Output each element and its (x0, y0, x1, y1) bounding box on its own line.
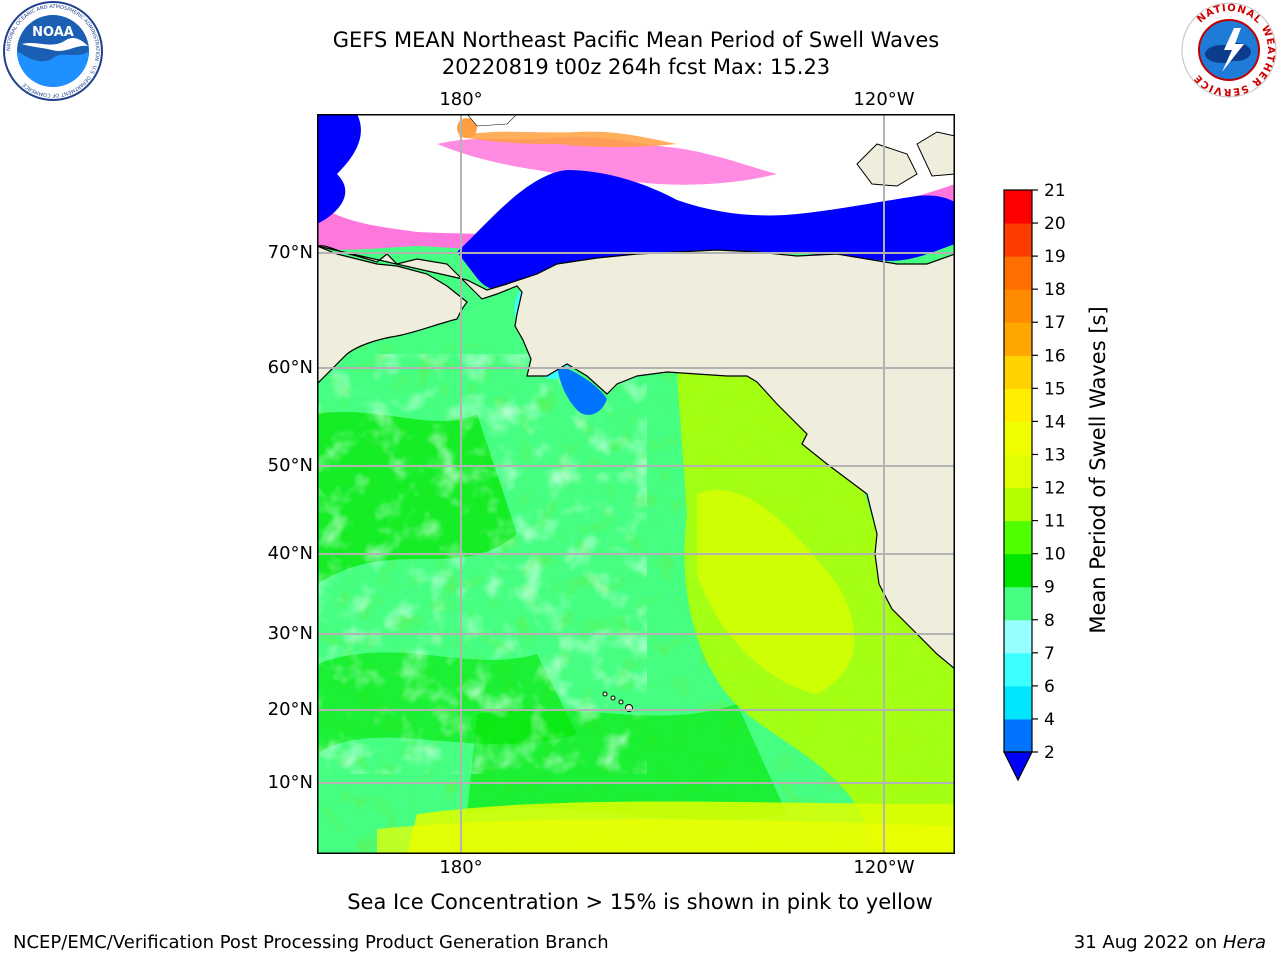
colorbar-tick-label: 19 (1044, 247, 1066, 267)
colorbar-label: Mean Period of Swell Waves [s] (1086, 306, 1110, 634)
colorbar-tick-label: 13 (1044, 445, 1066, 465)
colorbar-tick-label: 15 (1044, 379, 1066, 399)
colorbar-segment (1004, 256, 1032, 290)
colorbar-tick-label: 9 (1044, 578, 1055, 598)
colorbar-tick-label: 8 (1044, 611, 1055, 631)
colorbar-segment (1004, 553, 1032, 588)
lat-label-50n: 50°N (267, 455, 313, 476)
period-under-2-arctic (457, 170, 955, 290)
colorbar-segment (1004, 586, 1032, 621)
colorbar-segment (1004, 223, 1032, 257)
colorbar-tick-label: 14 (1044, 412, 1066, 432)
colorbar: 2 4 6 7 8 9 10 11 12 13 14 15 16 17 18 19 20 21 (1003, 181, 1066, 782)
lat-label-10n: 10°N (267, 772, 313, 793)
sea-ice-footnote: Sea Ice Concentration > 15% is shown in … (347, 890, 933, 914)
plot-title: GEFS MEAN Northeast Pacific Mean Period … (332, 28, 940, 52)
colorbar-tick-label: 16 (1044, 346, 1066, 366)
graticule (317, 114, 955, 854)
colorbar-segment (1004, 355, 1032, 389)
colorbar-tick-label: 4 (1044, 710, 1055, 730)
colorbar-tick-label: 18 (1044, 280, 1066, 300)
colorbar-segment (1004, 388, 1032, 422)
lon-label-top-120w: 120°W (853, 89, 915, 110)
colorbar-segment (1004, 652, 1032, 687)
colorbar-tick-label: 11 (1044, 512, 1066, 532)
lat-label-20n: 20°N (267, 699, 313, 720)
colorbar-segment (1004, 619, 1032, 654)
lat-label-70n: 70°N (267, 242, 313, 263)
colorbar-frame (1003, 189, 1033, 753)
lat-label-40n: 40°N (267, 543, 313, 564)
colorbar-tick-label: 10 (1044, 545, 1066, 565)
lat-label-60n: 60°N (267, 357, 313, 378)
colorbar-segment (1004, 685, 1032, 720)
colorbar-tick-label: 20 (1044, 214, 1066, 234)
colorbar-segment (1004, 421, 1032, 455)
period-8-9-patches (317, 354, 647, 774)
nws-logo: NATIONAL WEATHER SERVICE (1181, 2, 1277, 98)
host-name: Hera (1222, 932, 1266, 953)
lon-label-bottom-120w: 120°W (853, 857, 915, 878)
colorbar-segment (1004, 718, 1032, 753)
lat-label-30n: 30°N (267, 623, 313, 644)
map-panel (317, 114, 955, 854)
lon-label-bottom-180: 180° (439, 857, 483, 878)
colorbar-segment (1004, 520, 1032, 555)
north-america-landmass (317, 245, 955, 670)
colorbar-tick-label: 7 (1044, 644, 1055, 664)
lon-label-top-180: 180° (439, 89, 483, 110)
colorbar-tick-label: 12 (1044, 479, 1066, 499)
colorbar-under-extension (1003, 751, 1033, 782)
plot-subtitle: 20220819 t00z 264h fcst Max: 15.23 (441, 55, 831, 79)
colorbar-segment (1004, 190, 1032, 224)
colorbar-segment (1004, 289, 1032, 323)
colorbar-tick-label: 2 (1044, 743, 1055, 763)
colorbar-tick-label: 21 (1044, 181, 1066, 201)
noaa-logo-text: NOAA (32, 25, 74, 40)
colorbar-tick-label: 6 (1044, 677, 1055, 697)
map-frame (317, 114, 955, 854)
colorbar-segment (1004, 322, 1032, 356)
generation-date: 31 Aug 2022 on Hera (1074, 932, 1266, 954)
noaa-logo: NOAA NATIONAL OCEANIC AND ATMOSPHERIC AD… (3, 1, 103, 101)
producer-credit: NCEP/EMC/Verification Post Processing Pr… (13, 932, 609, 953)
colorbar-segment (1004, 454, 1032, 489)
colorbar-segment (1004, 487, 1032, 522)
generation-date-text: 31 Aug 2022 on (1073, 932, 1223, 953)
colorbar-tick-label: 17 (1044, 313, 1066, 333)
